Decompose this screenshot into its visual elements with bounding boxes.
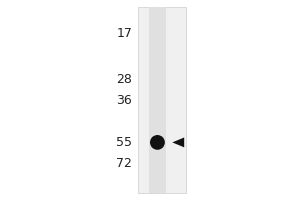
Bar [148, 7, 166, 193]
Text: 36: 36 [116, 94, 132, 106]
Text: 55: 55 [116, 136, 132, 149]
Text: 72: 72 [116, 157, 132, 170]
Text: 17: 17 [116, 27, 132, 40]
Text: 28: 28 [116, 73, 132, 86]
Polygon shape [172, 137, 184, 147]
Ellipse shape [150, 135, 165, 150]
Bar [138, 7, 186, 193]
